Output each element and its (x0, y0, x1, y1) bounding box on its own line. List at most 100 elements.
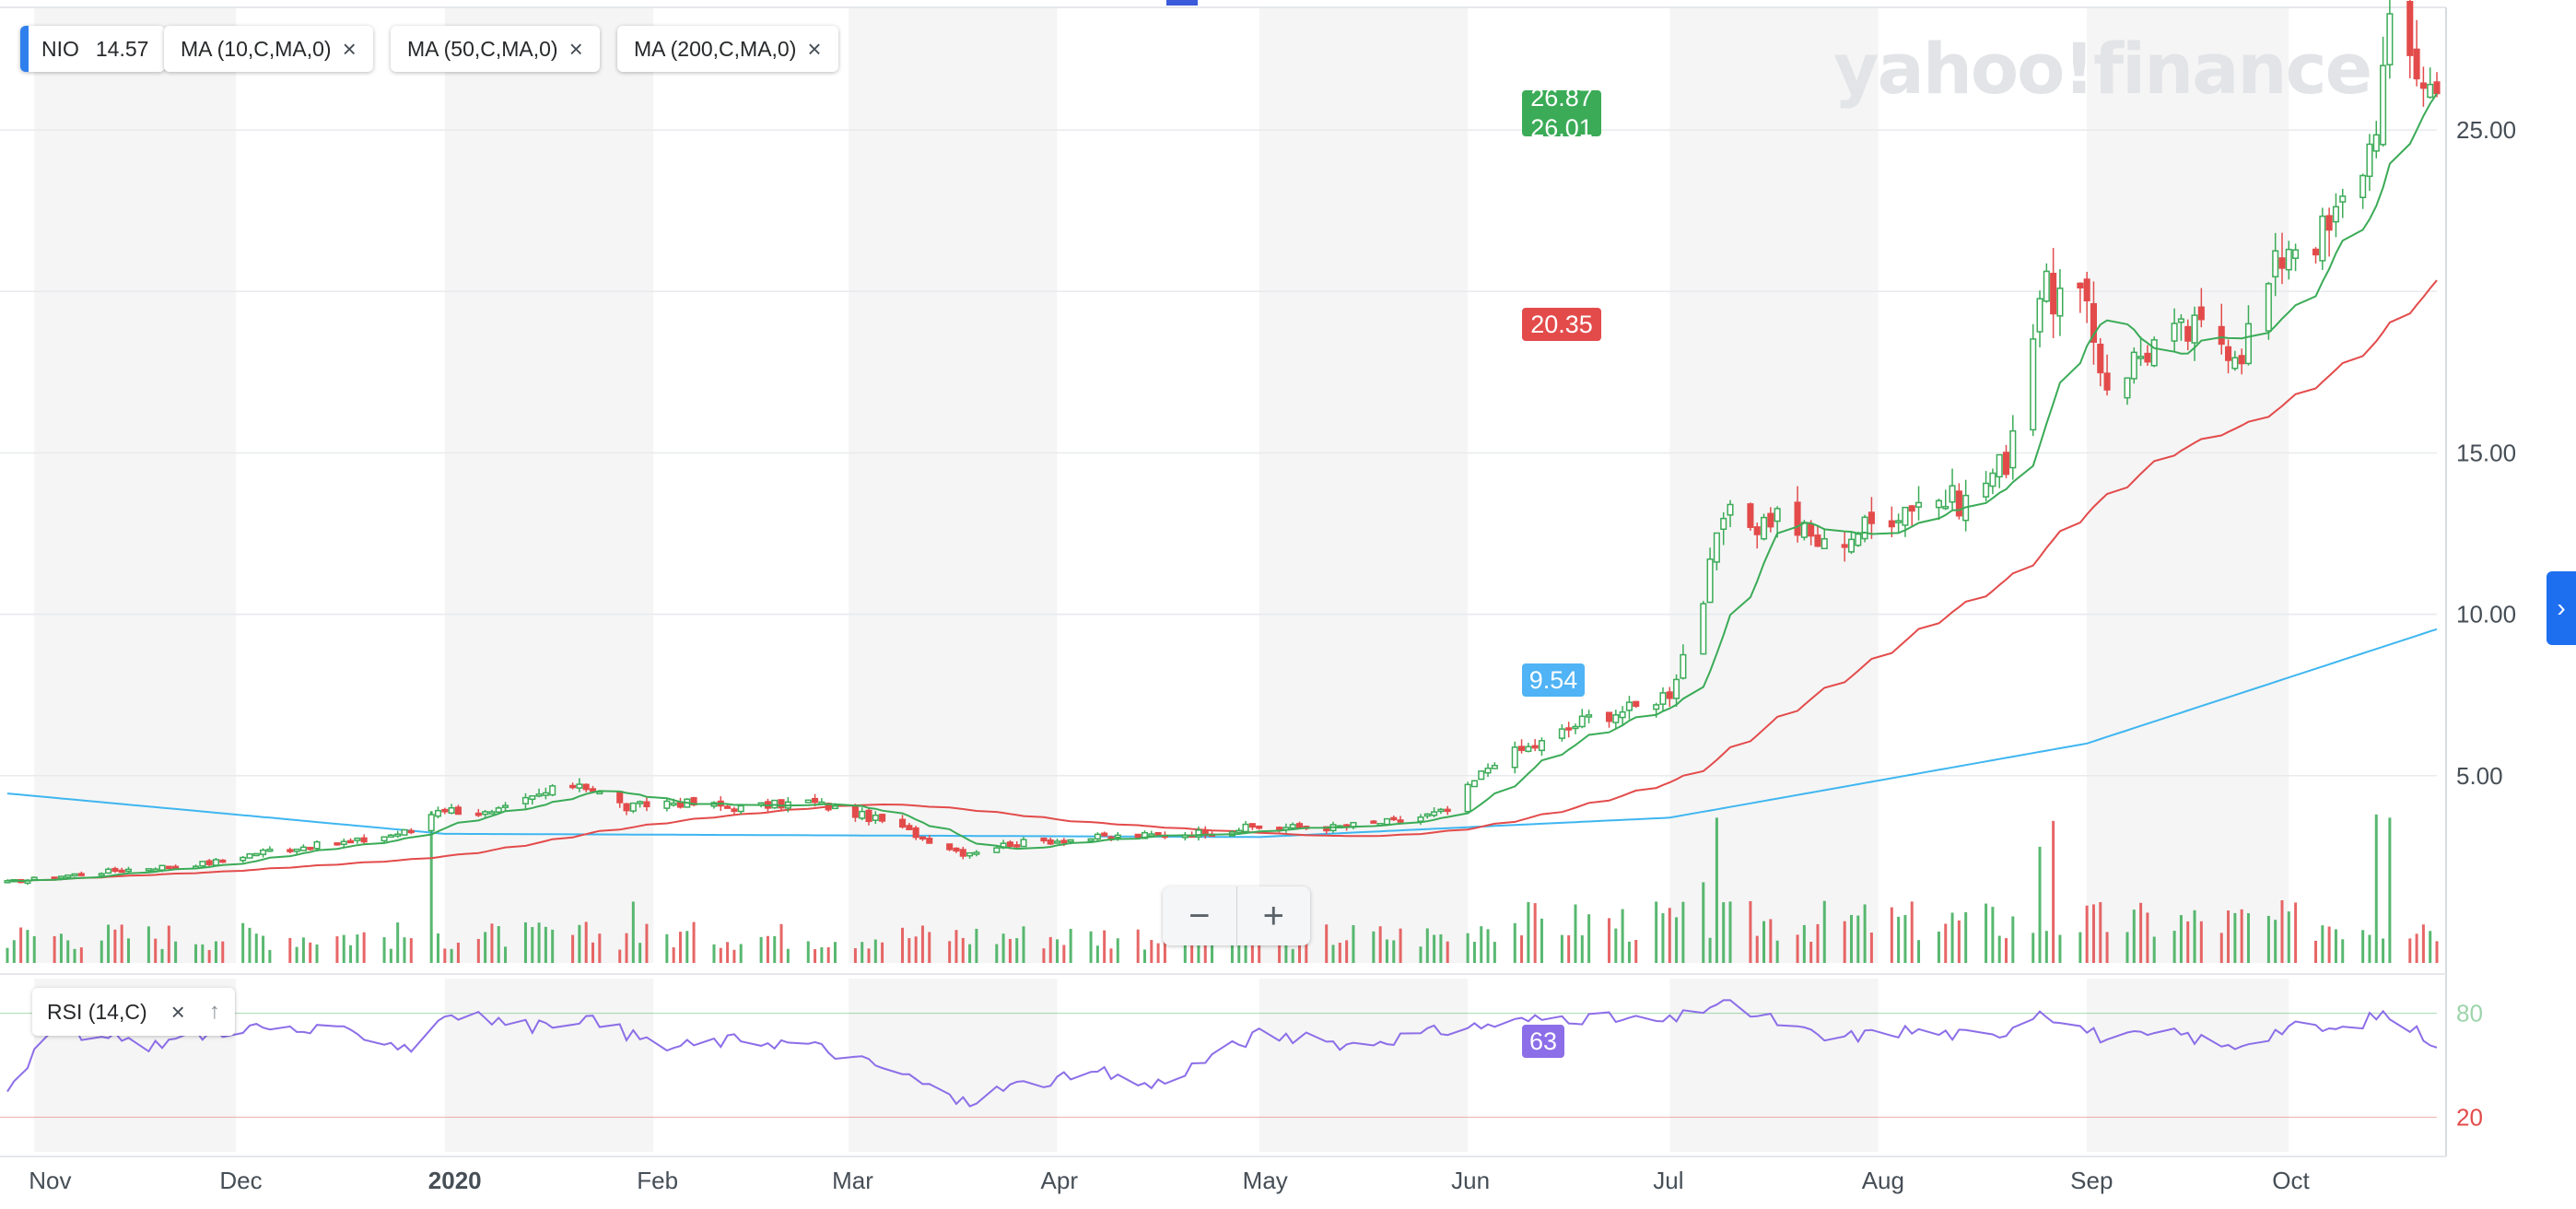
candle (569, 782, 577, 790)
candle (2339, 188, 2347, 218)
volume-bar (1042, 948, 1046, 963)
volume-bar (1655, 901, 1658, 963)
candle (2332, 193, 2339, 238)
y-tick-label: 10.00 (2456, 601, 2516, 628)
candle-body (2244, 323, 2253, 365)
close-icon[interactable]: × (807, 35, 822, 63)
candle (1706, 547, 1714, 604)
candle-body (1935, 499, 1942, 509)
candle-body (1673, 678, 1680, 699)
volume-bar (773, 935, 777, 963)
candle (912, 826, 919, 840)
candle (2325, 207, 2333, 257)
candle-body (387, 834, 394, 839)
candle-body (2197, 306, 2205, 321)
candle-body (1525, 745, 1532, 753)
volume-bar (1809, 941, 1813, 963)
ma200-chip[interactable]: MA (200,C,MA,0) × (617, 26, 838, 72)
rsi-label: RSI (14,C) (47, 999, 147, 1024)
candle-body (64, 874, 72, 878)
candle (1659, 687, 1667, 711)
zoom-out-button[interactable]: − (1188, 895, 1211, 936)
volume-bar (295, 946, 299, 963)
candle (1767, 507, 1774, 533)
candle (165, 865, 172, 870)
candle (482, 809, 489, 817)
month-band (2087, 7, 2289, 963)
candle (454, 804, 462, 816)
candle (98, 872, 105, 877)
candle-body (2359, 174, 2367, 199)
candle-body (1538, 740, 1546, 752)
volume-bar (1937, 931, 1940, 963)
candle-body (1040, 837, 1048, 842)
volume-bar (1991, 907, 1995, 963)
candle-body (1370, 820, 1377, 824)
volume-bar (309, 942, 312, 963)
candle (1888, 506, 1895, 538)
volume-bar (1533, 903, 1537, 963)
candle-body (2191, 314, 2198, 344)
candle-body (2231, 357, 2239, 370)
candle-body (1289, 824, 1296, 829)
volume-bar (1493, 942, 1496, 963)
volume-bar (2408, 938, 2412, 963)
candle-body (919, 836, 926, 840)
volume-bar (618, 949, 622, 963)
volume-bar (443, 948, 447, 963)
symbol-price: 14.57 (95, 36, 149, 61)
candle-body (474, 812, 482, 816)
candle-body (1491, 764, 1498, 769)
candle-body (993, 847, 1001, 853)
symbol-chip[interactable]: NIO 14.57 (20, 26, 166, 72)
candle (643, 796, 650, 812)
candle-body (199, 861, 206, 867)
candle-body (427, 814, 435, 832)
volume-bar (476, 938, 480, 963)
volume-bar (1237, 935, 1241, 963)
arrow-up-icon[interactable]: ↑ (208, 999, 220, 1024)
close-icon[interactable]: × (342, 35, 357, 63)
volume-bar (2105, 932, 2109, 963)
candle-body (737, 804, 744, 813)
x-tick-label: Aug (1862, 1167, 1904, 1194)
candle-body (407, 829, 415, 834)
candle (1040, 837, 1048, 844)
candle (2009, 415, 2017, 480)
candle-body (165, 865, 172, 870)
candle (1808, 520, 1815, 546)
expand-panel-button[interactable]: › (2547, 571, 2576, 645)
candle-body (1383, 817, 1391, 826)
candle-body (1586, 714, 1593, 718)
candle-body (252, 852, 260, 857)
volume-bar (174, 941, 178, 963)
candle (973, 850, 980, 857)
volume-bar (2091, 904, 2095, 963)
candle-body (1067, 839, 1074, 843)
ma10-chip[interactable]: MA (10,C,MA,0) × (164, 26, 373, 72)
volume-bar (1392, 940, 1396, 963)
candle (1914, 486, 1923, 521)
candle-body (1794, 501, 1801, 536)
candle-body (2332, 205, 2339, 223)
month-band (444, 979, 654, 1152)
zoom-in-button[interactable]: + (1262, 895, 1284, 936)
rsi-chip[interactable]: RSI (14,C) × ↑ (32, 988, 235, 1036)
ma10-label: MA (10,C,MA,0) (181, 36, 332, 61)
close-icon[interactable]: × (170, 997, 185, 1026)
candle (434, 806, 442, 819)
volume-bar (2421, 924, 2425, 963)
candle (2292, 243, 2300, 272)
candle (1558, 724, 1565, 742)
candle-body (589, 788, 597, 792)
candle-body (2386, 13, 2394, 65)
candle (2043, 263, 2050, 303)
candle-body (1996, 453, 2003, 478)
close-icon[interactable]: × (568, 35, 583, 63)
candle-body (859, 810, 866, 819)
ma50-chip[interactable]: MA (50,C,MA,0) × (391, 26, 600, 72)
volume-bar (1062, 945, 1066, 963)
candle-body (1256, 825, 1263, 829)
candle (2090, 281, 2097, 365)
